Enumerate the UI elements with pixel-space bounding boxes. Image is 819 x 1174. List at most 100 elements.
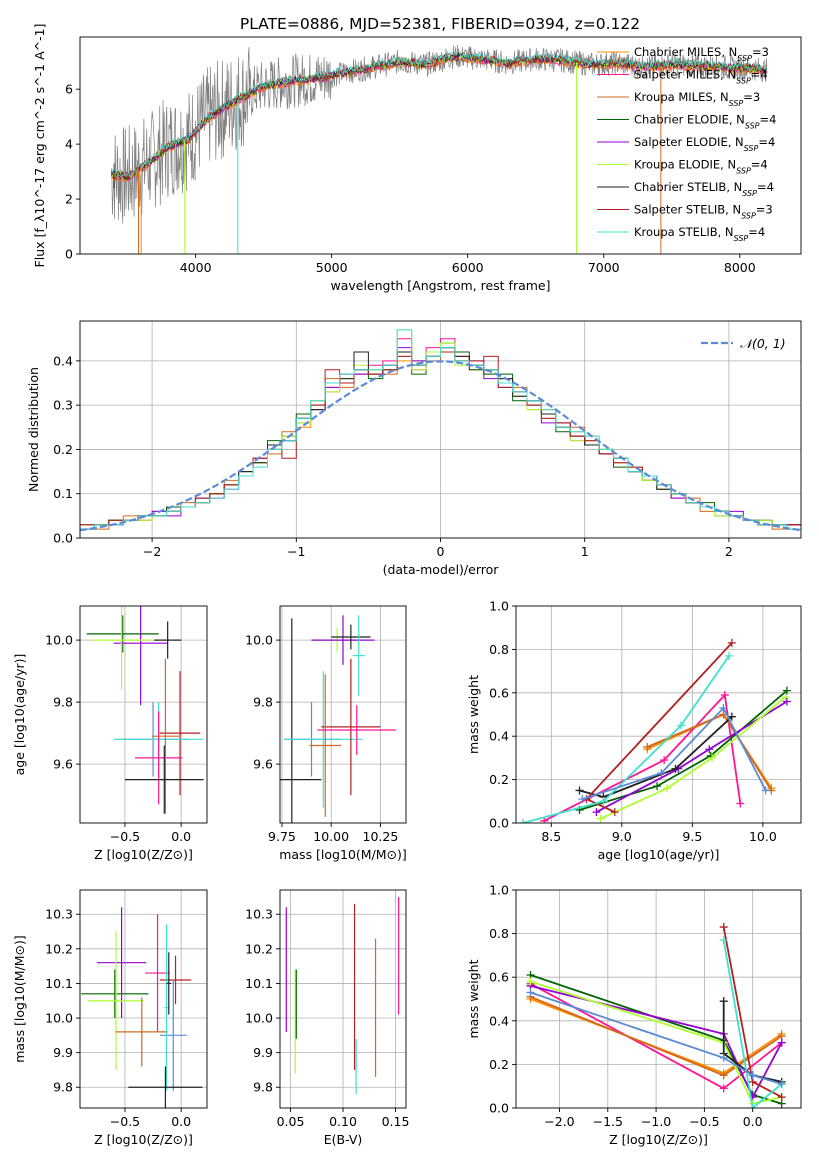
x-axis-label: (data-model)/error: [383, 562, 500, 577]
x-tick-label: −2.0: [544, 1114, 574, 1129]
chart-weight-vs-age: 8.5 9.0 9.5 10.0 0.0 0.2 0.4 0.6 0.8 1.0 age [log1…: [466, 599, 802, 862]
residual-legend: 𝒩(0, 1): [701, 336, 786, 351]
x-tick-label: 1: [581, 544, 589, 559]
weight-point-marker: [719, 936, 728, 945]
y-tick-label: 10.1: [45, 976, 73, 991]
chart-mass-vs-EBV: 0.05 0.10 0.15 9.8 9.9 10.0 10.1 10.2 10.3 E(B-V): [245, 889, 409, 1147]
y-axis-label: Flux [f_λ10^-17 erg cm^-2 s^-1 A^-1]: [32, 24, 47, 268]
y-tick-label: 10.0: [45, 633, 73, 648]
y-axis-label: age [log10(age/yr)]: [12, 654, 27, 776]
axes-frame: [79, 889, 208, 1109]
legend-sub: SSP: [745, 121, 760, 130]
plot-area: [280, 890, 406, 1108]
weight-point-marker: [610, 808, 619, 817]
y-tick-label: 10.2: [245, 941, 273, 956]
legend-label: Kroupa STELIB, NSSP=4: [634, 225, 765, 243]
y-tick-label: 10.3: [45, 907, 73, 922]
x-axis-label: E(B-V): [324, 1132, 363, 1147]
x-axis-label: Z [log10(Z/Z⊙)]: [609, 1132, 708, 1147]
weight-point-marker: [660, 756, 669, 765]
y-tick-label: 0.2: [489, 1057, 509, 1072]
weight-series-line: [595, 700, 788, 813]
weight-series-line: [722, 1001, 782, 1083]
y-axis-label: Normed distribution: [26, 367, 41, 492]
weight-point-marker: [761, 786, 770, 795]
y-tick-label: 0.2: [53, 442, 73, 457]
legend-label: Salpeter MILES, NSSP=4: [634, 68, 768, 86]
x-tick-label: 10.25: [363, 829, 399, 844]
y-tick-label: 10.2: [45, 941, 73, 956]
y-axis-label: mass weight: [466, 675, 481, 754]
y-tick-label: 0.8: [489, 926, 509, 941]
weight-point-marker: [705, 745, 714, 754]
x-tick-label: 0.0: [171, 829, 191, 844]
weight-point-marker: [725, 651, 734, 660]
legend-rest: =4: [751, 68, 768, 82]
y-tick-label: 0.0: [489, 1101, 509, 1116]
x-tick-label: −1: [287, 544, 305, 559]
weight-point-marker: [599, 797, 608, 806]
legend-label: Salpeter ELODIE, NSSP=4: [634, 135, 775, 153]
y-tick-label: 10.0: [245, 633, 273, 648]
weight-series-line: [530, 991, 782, 1085]
plot-area: [516, 890, 801, 1108]
y-tick-label: 9.8: [253, 1080, 273, 1095]
x-tick-label: 0.05: [277, 1114, 305, 1129]
weight-point-marker: [519, 819, 528, 823]
x-axis-label: wavelength [Angstrom, rest frame]: [330, 278, 550, 293]
chart-weight-vs-Z: −2.0 −1.5 −1.0 −0.5 0.0 0.0 0.2 0.4 0.6 0.8 1.0 Z […: [466, 883, 802, 1147]
x-tick-label: 0.10: [329, 1114, 357, 1129]
x-tick-label: −1.5: [593, 1114, 623, 1129]
weight-point-marker: [575, 786, 584, 795]
y-tick-label: 0.1: [53, 486, 73, 501]
legend-sub: SSP: [729, 99, 744, 108]
x-axis-label: mass [log10(M/M⊙)]: [279, 847, 407, 862]
plot-area: [80, 890, 207, 1108]
weight-series-line: [530, 980, 782, 1105]
residual-histogram-step: [80, 329, 801, 538]
x-tick-label: 5000: [316, 260, 348, 275]
legend-sub: SSP: [744, 144, 759, 153]
weight-point-marker: [782, 686, 791, 695]
legend-rest: =4: [758, 135, 775, 149]
y-tick-label: 2: [65, 192, 73, 207]
weight-series-line: [579, 689, 788, 811]
plot-area: [516, 606, 801, 823]
chart-age-vs-mass: 9.75 10.00 10.25 9.6 9.8 10.0 mass [log10(M/M⊙…: [245, 605, 407, 862]
legend-rest: =3: [743, 90, 760, 104]
y-tick-label: 10.1: [245, 976, 273, 991]
y-tick-label: 9.8: [53, 1080, 73, 1095]
legend-label: Chabrier ELODIE, NSSP=4: [634, 113, 776, 131]
y-tick-label: 9.9: [253, 1045, 273, 1060]
y-tick-label: 9.6: [253, 757, 273, 772]
x-tick-label: 9.75: [268, 829, 296, 844]
weight-point-marker: [748, 1104, 757, 1108]
weight-point-marker: [719, 1071, 728, 1080]
plot-area: [80, 606, 207, 823]
x-tick-label: −2: [143, 544, 161, 559]
y-tick-label: 0.6: [489, 970, 509, 985]
y-tick-label: 10.3: [245, 907, 273, 922]
x-tick-label: −0.5: [110, 829, 140, 844]
weight-point-marker: [736, 799, 745, 808]
model-spectrum-line: [111, 50, 767, 178]
weight-point-marker: [526, 988, 535, 997]
y-tick-label: 9.8: [253, 695, 273, 710]
y-tick-label: 9.8: [53, 695, 73, 710]
x-tick-label: −0.5: [689, 1114, 719, 1129]
y-tick-label: 6: [65, 82, 73, 97]
chart-mass-vs-Z: −0.5 0.0 9.8 9.9 10.0 10.1 10.2 10.3 Z [log10(Z/…: [12, 889, 208, 1147]
weight-point-marker: [719, 1053, 728, 1062]
weight-point-marker: [727, 638, 736, 647]
weight-point-marker: [719, 703, 728, 712]
weight-point-marker: [719, 1084, 728, 1093]
legend-sub: SSP: [736, 166, 751, 175]
weight-point-marker: [719, 997, 728, 1006]
legend-rest: =4: [751, 158, 768, 172]
weight-series-line: [600, 696, 787, 820]
figure-title: PLATE=0886, MJD=52381, FIBERID=0394, z=0…: [240, 15, 640, 33]
y-tick-label: 10.0: [45, 1011, 73, 1026]
weight-point-marker: [781, 693, 790, 702]
y-tick-label: 1.0: [489, 883, 509, 898]
y-tick-label: 4: [65, 137, 73, 152]
